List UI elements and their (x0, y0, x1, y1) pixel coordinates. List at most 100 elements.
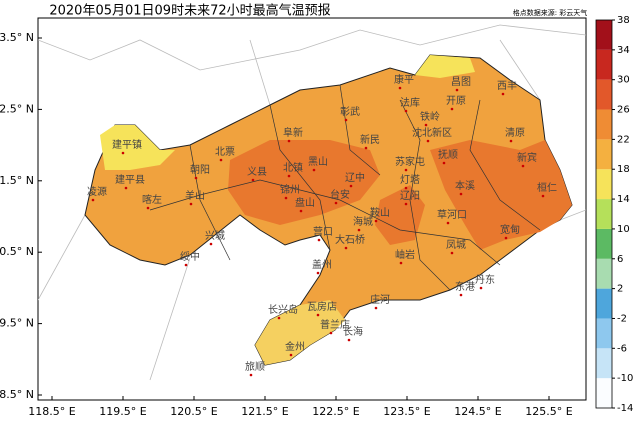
place-dot (501, 92, 505, 96)
place-label: 丹东 (475, 273, 495, 286)
place-label: 阜新 (283, 126, 303, 139)
place-dot (329, 331, 333, 335)
place-dot (91, 198, 95, 202)
place-dot (189, 202, 193, 206)
place-dot (209, 242, 213, 246)
lat-label: 41.5° N (0, 174, 34, 187)
neighbor-borders (38, 24, 586, 381)
place-dot (344, 246, 348, 250)
place-label: 喀左 (142, 193, 162, 206)
place-dot (316, 313, 320, 317)
place-dot (426, 139, 430, 143)
place-label: 北镇 (283, 161, 303, 174)
place-label: 宽甸 (500, 223, 520, 236)
place-dot (121, 151, 125, 155)
source: 格点数据来源: 彩云天气 (513, 8, 588, 17)
colorbar-segment (596, 139, 612, 170)
colorbar-label: 22 (617, 134, 630, 145)
warm-zone (375, 185, 425, 245)
place-label: 清原 (505, 126, 525, 139)
place-dot (459, 293, 463, 297)
place-label: 岫岩 (395, 248, 415, 261)
colorbar-label: -2 (617, 313, 627, 324)
place-dot (349, 184, 353, 188)
county-borders (149, 84, 541, 291)
place-dot (459, 192, 463, 196)
place-dot (312, 168, 316, 172)
lon-label: 125.5° E (525, 405, 572, 418)
place-label: 灯塔 (400, 173, 420, 186)
place-dot (479, 286, 483, 290)
place-dot (287, 139, 291, 143)
colorbar-label: 18 (617, 164, 630, 175)
place-label: 彰武 (340, 105, 360, 118)
place-label: 草河口 (437, 209, 467, 221)
colorbar-label: 6 (617, 254, 623, 265)
colorbar-frame (595, 19, 613, 409)
map-area (38, 24, 586, 381)
lon-label: 122.5° E (312, 405, 359, 418)
place-dot (284, 196, 288, 200)
colorbar-segment (596, 169, 612, 200)
place-dot (399, 261, 403, 265)
colorbar-segment (596, 378, 612, 408)
place-label: 东港 (455, 280, 475, 293)
lat-label: 42.5° N (0, 102, 34, 115)
place-dot (287, 174, 291, 178)
place-label: 海城 (353, 215, 373, 228)
place-label: 辽阳 (400, 190, 420, 202)
colorbar-label: 34 (617, 45, 630, 56)
colorbar-label: 10 (617, 224, 630, 235)
place-dot (504, 236, 508, 240)
place-dot (398, 86, 402, 90)
place-label: 昌图 (451, 76, 471, 88)
place-label: 盖州 (312, 258, 332, 271)
colorbar-segment (596, 348, 612, 379)
place-label: 鞍山 (370, 206, 390, 219)
lon-label: 124.5° E (454, 405, 501, 418)
lat-label: 39.5° N (0, 317, 34, 330)
place-label: 铁岭 (420, 110, 440, 123)
colorbar-label: -6 (617, 343, 627, 354)
place-label: 长兴岛 (268, 303, 298, 316)
place-label: 长海 (343, 325, 363, 338)
place-dot (146, 206, 150, 210)
place-dot (374, 306, 378, 310)
colorbar-segment (596, 318, 612, 349)
lon-label: 123.5° E (383, 405, 430, 418)
place-label: 凌源 (87, 185, 107, 198)
cool-zone (255, 300, 345, 365)
place-label: 新民 (360, 133, 380, 146)
place-dot (317, 238, 321, 242)
colorbar-segment (596, 109, 612, 140)
place-dot (374, 219, 378, 223)
place-dot (184, 263, 188, 267)
place-label: 金州 (285, 340, 305, 353)
lon-label: 121.5° E (241, 405, 288, 418)
place-dot (442, 161, 446, 165)
place-label: 西丰 (497, 79, 517, 92)
place-label: 辽中 (345, 171, 365, 184)
place-dot (277, 316, 281, 320)
place-dot (450, 107, 454, 111)
place-dot (344, 118, 348, 122)
place-label: 旅顺 (245, 360, 265, 373)
place-dot (124, 186, 128, 190)
colorbar-label: -10 (617, 373, 633, 384)
place-label: 黑山 (308, 156, 328, 168)
colorbar-label: 14 (617, 194, 630, 205)
colorbar-label: 30 (617, 75, 630, 86)
lat-label: 40.5° N (0, 245, 34, 258)
lon-label: 119.5° E (99, 405, 146, 418)
place-label: 新宾 (517, 151, 537, 164)
place-label: 桓仁 (537, 181, 557, 194)
colorbar-segment (596, 49, 612, 80)
place-dot (404, 109, 408, 113)
colorbar-segment (596, 288, 612, 319)
place-dot (334, 201, 338, 205)
place-label: 义县 (247, 166, 267, 178)
place-label: 本溪 (455, 179, 475, 192)
lon-label: 120.5° E (170, 405, 217, 418)
place-label: 开原 (446, 95, 466, 107)
